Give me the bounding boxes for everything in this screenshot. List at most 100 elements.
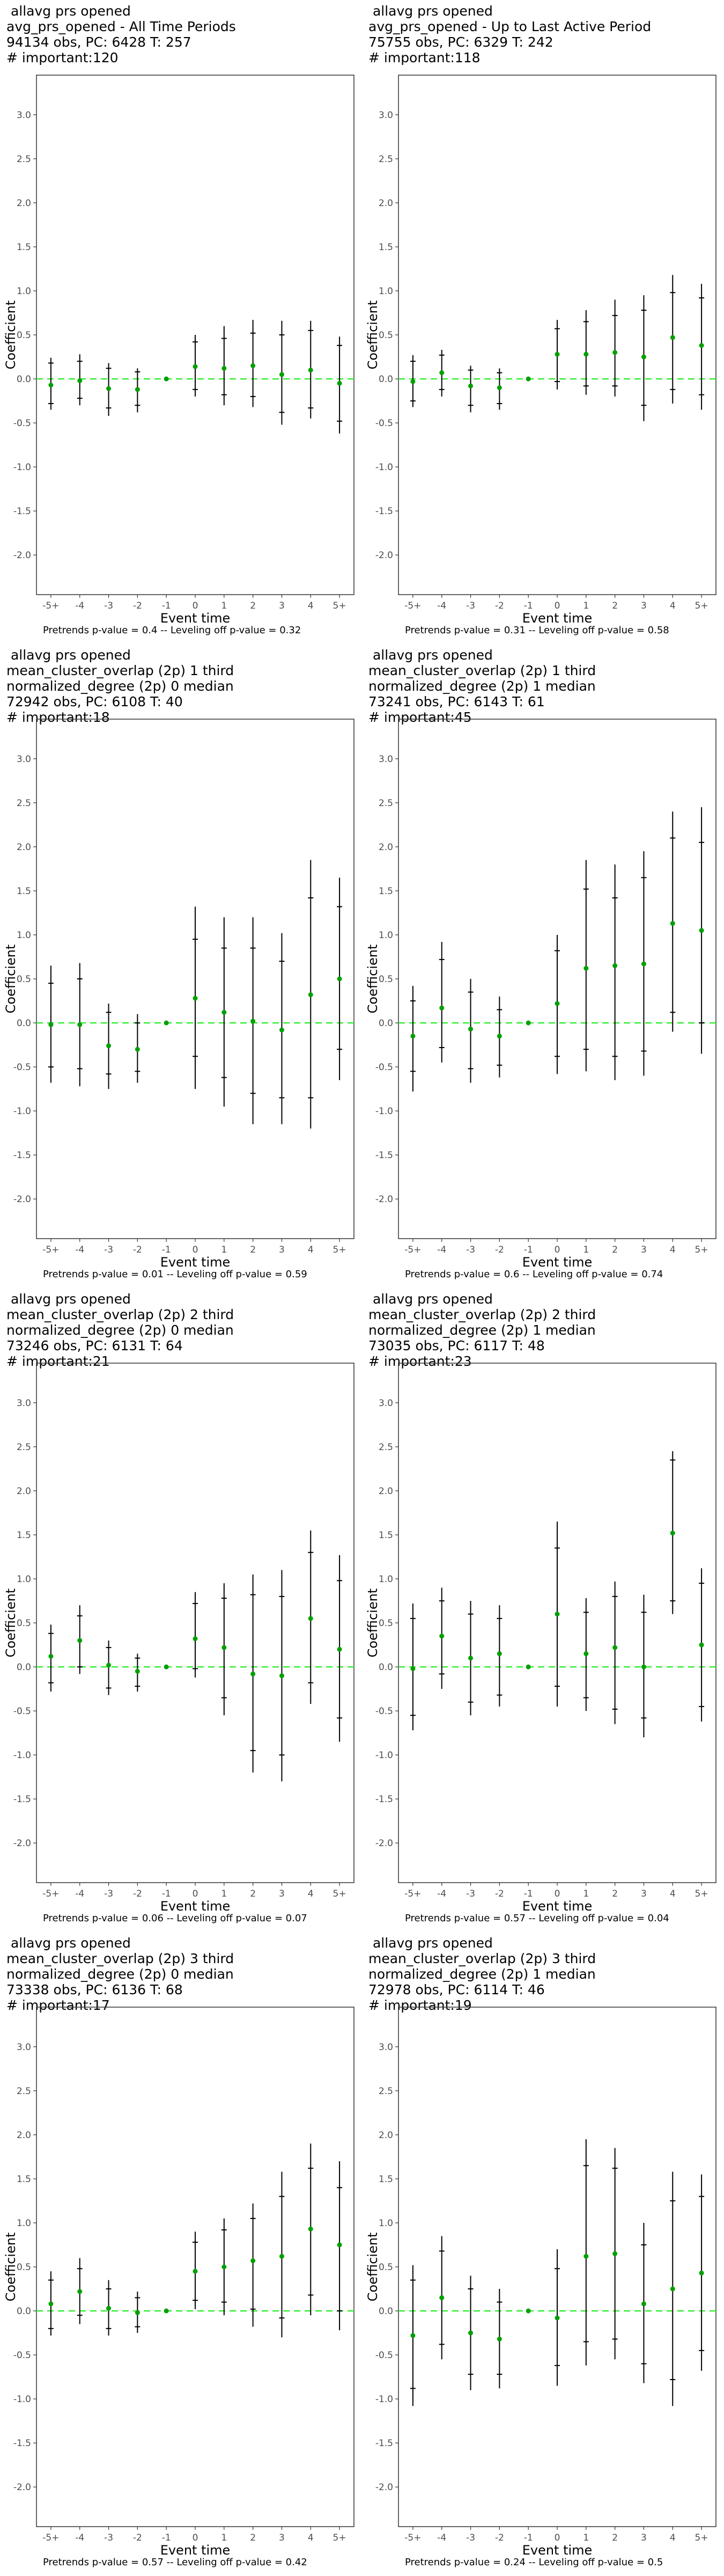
chart-title-line: allavg prs opened	[368, 647, 493, 663]
data-point	[106, 1043, 112, 1049]
y-tick-label: -2.0	[13, 2482, 31, 2493]
data-point	[308, 368, 313, 373]
y-axis-title: Coefficient	[3, 1589, 18, 1658]
x-tick-label: 0	[555, 1245, 560, 1255]
y-tick-label: 1.0	[17, 286, 31, 297]
y-tick-label: -0.5	[13, 1706, 31, 1717]
y-tick-label: -2.0	[375, 550, 393, 561]
y-tick-label: 0.5	[379, 1618, 393, 1629]
y-tick-label: 1.0	[17, 930, 31, 941]
y-tick-label: 0.5	[17, 2262, 31, 2273]
x-tick-label: 1	[583, 1245, 589, 1255]
y-tick-label: -1.5	[375, 1794, 393, 1805]
y-tick-label: -1.0	[375, 1750, 393, 1761]
x-tick-label: 2	[612, 1889, 618, 1899]
x-tick-label: 4	[308, 1889, 314, 1899]
x-tick-label: 2	[250, 1889, 256, 1899]
chart-title-line: 73241 obs, PC: 6143 T: 61	[368, 694, 545, 709]
x-tick-label: 2	[250, 2533, 256, 2543]
y-tick-label: 1.0	[17, 2218, 31, 2229]
x-tick-label: 5+	[333, 1245, 346, 1255]
y-tick-label: 0.0	[17, 2306, 31, 2317]
y-tick-label: 0.0	[379, 1018, 393, 1029]
y-tick-label: -0.5	[13, 418, 31, 429]
y-tick-label: 0.0	[17, 1662, 31, 1673]
y-tick-label: -1.0	[375, 1106, 393, 1117]
data-point	[410, 1034, 416, 1039]
data-point	[135, 1668, 140, 1674]
y-tick-label: 3.0	[17, 754, 31, 765]
x-tick-label: -4	[437, 1245, 446, 1255]
y-axis-title: Coefficient	[365, 1589, 380, 1658]
y-tick-label: 3.0	[379, 110, 393, 121]
data-point	[221, 2264, 227, 2270]
x-tick-label: 5+	[695, 2533, 708, 2543]
y-tick-label: -0.5	[375, 2350, 393, 2361]
x-tick-label: 0	[193, 601, 198, 611]
chart-panel-6: allavg prs opened mean_cluster_overlap (2…	[362, 1288, 724, 1932]
data-point	[468, 1027, 474, 1032]
chart-title-line: mean_cluster_overlap (2p) 3 third	[368, 1951, 596, 1966]
data-point	[48, 2301, 54, 2307]
x-tick-label: 5+	[333, 601, 346, 611]
x-tick-label: -3	[104, 601, 113, 611]
x-axis-title: Event time	[522, 2543, 593, 2558]
data-point	[135, 387, 140, 392]
x-tick-label: 1	[583, 601, 589, 611]
y-tick-label: -2.0	[13, 1838, 31, 1849]
y-tick-label: -1.0	[375, 2394, 393, 2405]
pvalue-caption: Pretrends p-value = 0.31 -- Leveling off…	[405, 625, 669, 636]
chart-title-line: normalized_degree (2p) 1 median	[368, 678, 596, 694]
data-point	[77, 1022, 83, 1027]
x-tick-label: -5+	[42, 2533, 59, 2543]
data-point	[699, 2270, 704, 2275]
x-tick-label: 4	[670, 1245, 676, 1255]
chart-title-line: allavg prs opened	[6, 3, 131, 19]
data-point	[410, 379, 416, 384]
data-point	[279, 2253, 284, 2259]
x-tick-label: 5+	[333, 1889, 346, 1899]
data-point	[583, 352, 589, 357]
x-tick-label: -2	[495, 601, 504, 611]
data-point	[77, 2289, 83, 2294]
x-axis-title: Event time	[160, 1255, 231, 1270]
y-tick-label: 2.5	[17, 2086, 31, 2097]
x-tick-label: -2	[133, 2533, 142, 2543]
chart-title-line: avg_prs_opened - Up to Last Active Perio…	[368, 19, 652, 34]
data-point	[641, 2301, 646, 2307]
y-tick-label: 1.0	[17, 1574, 31, 1585]
x-tick-label: 5+	[333, 2533, 346, 2543]
chart-plot: -2.0 -1.5 -1.0 -0.5 0.0 0.5 1.0 1.5 2.0 2.5 3.0 -5+…	[365, 75, 716, 626]
data-point	[106, 2306, 112, 2311]
data-point	[497, 385, 502, 390]
y-tick-label: 2.0	[17, 198, 31, 209]
y-tick-label: 1.0	[379, 1574, 393, 1585]
y-tick-label: -1.5	[375, 506, 393, 517]
x-tick-label: -5+	[42, 1245, 59, 1255]
data-point	[77, 1638, 83, 1643]
data-point	[337, 2242, 342, 2248]
x-tick-label: -5+	[42, 601, 59, 611]
y-tick-label: -1.5	[375, 1150, 393, 1161]
y-tick-label: -1.0	[375, 462, 393, 473]
x-tick-label: -3	[466, 1245, 475, 1255]
y-tick-label: 2.0	[17, 1486, 31, 1497]
chart-title-line: mean_cluster_overlap (2p) 3 third	[6, 1951, 234, 1966]
chart-title-line: normalized_degree (2p) 0 median	[6, 1966, 234, 1982]
x-tick-label: -3	[466, 1889, 475, 1899]
chart-plot: -2.0 -1.5 -1.0 -0.5 0.0 0.5 1.0 1.5 2.0 2.5 3.0 -5+…	[365, 719, 716, 1270]
x-tick-label: -3	[104, 1889, 113, 1899]
x-tick-label: -2	[133, 1889, 142, 1899]
y-tick-label: -1.5	[375, 2438, 393, 2449]
data-point	[308, 2226, 313, 2231]
data-point	[135, 1046, 140, 1052]
y-tick-label: 2.0	[17, 2130, 31, 2141]
x-tick-label: 4	[670, 2533, 676, 2543]
y-tick-label: 0.5	[379, 974, 393, 985]
y-tick-label: -2.0	[375, 1194, 393, 1205]
x-tick-label: 5+	[695, 1889, 708, 1899]
chart-title-line: allavg prs opened	[368, 3, 493, 19]
data-point	[135, 2310, 140, 2315]
data-point	[583, 965, 589, 971]
